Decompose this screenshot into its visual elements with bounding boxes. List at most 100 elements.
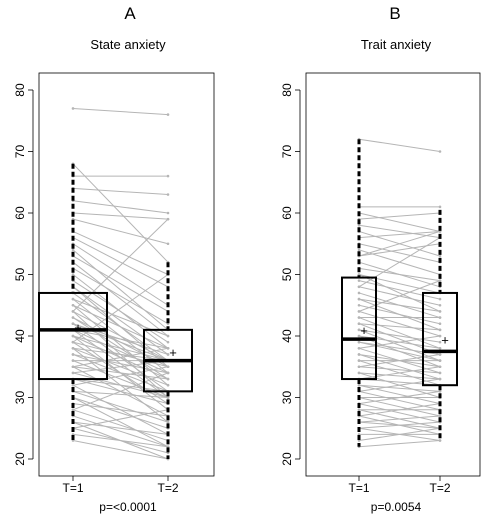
pair-line-11	[72, 255, 169, 312]
pair-line-50	[358, 403, 441, 423]
pair-line-7	[72, 230, 169, 275]
y-tick-label-1: 30	[280, 391, 294, 405]
pair-line-30	[358, 341, 441, 362]
point-t1-28	[357, 334, 361, 338]
boxes: ++	[38, 163, 193, 459]
pair-line-24	[358, 323, 441, 355]
point-t2-37	[438, 371, 442, 375]
pair-line-7	[358, 243, 441, 263]
pair-line-61	[72, 421, 169, 435]
pair-line-6	[358, 230, 441, 239]
point-t1-35	[71, 334, 75, 338]
pair-line-50	[72, 378, 169, 392]
point-t2-38	[166, 383, 170, 387]
y-axis: 20 30 40 50 60 70 80	[13, 83, 34, 466]
pair-line-32	[358, 335, 441, 349]
pair-line-46	[72, 366, 169, 380]
point-t2-20	[166, 334, 170, 338]
point-t2-25	[438, 340, 442, 344]
pair-line-45	[358, 378, 441, 392]
point-t1-13	[357, 273, 361, 276]
pair-line-12	[72, 261, 169, 337]
point-t2-15	[166, 340, 170, 344]
y-tick-label-0: 20	[13, 452, 27, 466]
pair-line-6	[72, 218, 169, 245]
pair-line-0	[72, 107, 169, 116]
point-t2-49	[438, 390, 442, 393]
pair-line-37	[358, 366, 441, 374]
point-t1-36	[357, 359, 361, 362]
point-t2-15	[438, 303, 442, 307]
point-t2-6	[166, 242, 170, 246]
point-t1-26	[71, 316, 75, 319]
point-t1-20	[71, 297, 75, 301]
mean-marker-1: +	[169, 345, 177, 360]
pair-line-25	[358, 329, 441, 343]
point-t2-0	[438, 150, 442, 153]
point-t2-14	[438, 297, 442, 301]
pair-line-64	[358, 230, 441, 257]
point-t1-38	[357, 365, 361, 369]
pair-line-66	[72, 440, 169, 460]
pair-line-46	[358, 390, 441, 411]
pair-line-30	[72, 329, 169, 374]
point-t2-4	[166, 211, 170, 215]
point-t2-32	[438, 334, 442, 338]
point-t2-59	[166, 371, 170, 375]
pair-line-61	[358, 440, 441, 448]
pair-line-22	[358, 317, 441, 349]
point-t1-6	[71, 217, 75, 221]
point-t2-19	[438, 322, 442, 326]
point-t1-0	[71, 107, 75, 110]
pair-line-32	[72, 329, 169, 349]
y-tick-label-1: 30	[13, 391, 27, 405]
pair-line-26	[358, 329, 441, 362]
point-t1-69	[71, 310, 75, 313]
pair-line-23	[358, 323, 441, 331]
panel-letter: A	[124, 4, 136, 23]
point-t1-8	[357, 248, 361, 252]
x-tick-label-1: T=2	[157, 481, 178, 495]
mean-marker-0: +	[360, 323, 368, 338]
point-t1-67	[71, 365, 75, 369]
panel-title: Trait anxiety	[361, 37, 432, 52]
point-t2-3	[166, 193, 170, 196]
point-t1-22	[71, 303, 75, 307]
pair-line-2	[358, 212, 441, 232]
point-t2-2	[166, 174, 170, 178]
point-t1-16	[357, 291, 361, 295]
point-t2-54	[166, 396, 170, 399]
pair-line-57	[358, 421, 441, 429]
point-t1-26	[357, 328, 361, 332]
point-t1-40	[71, 347, 75, 350]
x-axis: T=1 T=2	[62, 476, 179, 495]
pair-line-60	[72, 415, 169, 448]
x-tick-label-1: T=2	[429, 481, 450, 495]
pair-line-3	[72, 187, 169, 196]
pair-line-17	[358, 298, 441, 312]
x-tick-label-0: T=1	[348, 481, 369, 495]
point-t2-23	[438, 328, 442, 332]
plot-frame	[305, 72, 481, 477]
point-t1-22	[357, 316, 361, 319]
point-t2-5	[438, 254, 442, 258]
y-tick-label-3: 50	[280, 268, 294, 282]
x-tick-label-0: T=1	[62, 481, 83, 495]
pair-line-43	[358, 384, 441, 392]
point-t2-38	[438, 353, 442, 356]
point-t1-34	[357, 353, 361, 356]
point-t1-40	[357, 371, 361, 375]
pair-line-24	[72, 310, 169, 362]
pair-line-48	[358, 397, 441, 417]
y-tick-label-6: 80	[280, 83, 294, 97]
pair-line-10	[72, 249, 169, 331]
pair-line-39	[358, 372, 441, 380]
pair-line-39	[72, 347, 169, 362]
y-tick-label-0: 20	[280, 452, 294, 466]
pair-line-62	[358, 280, 441, 312]
point-t2-45	[438, 377, 442, 381]
x-axis: T=1 T=2	[348, 476, 451, 495]
pair-line-33	[72, 335, 169, 362]
pair-line-11	[358, 267, 441, 282]
